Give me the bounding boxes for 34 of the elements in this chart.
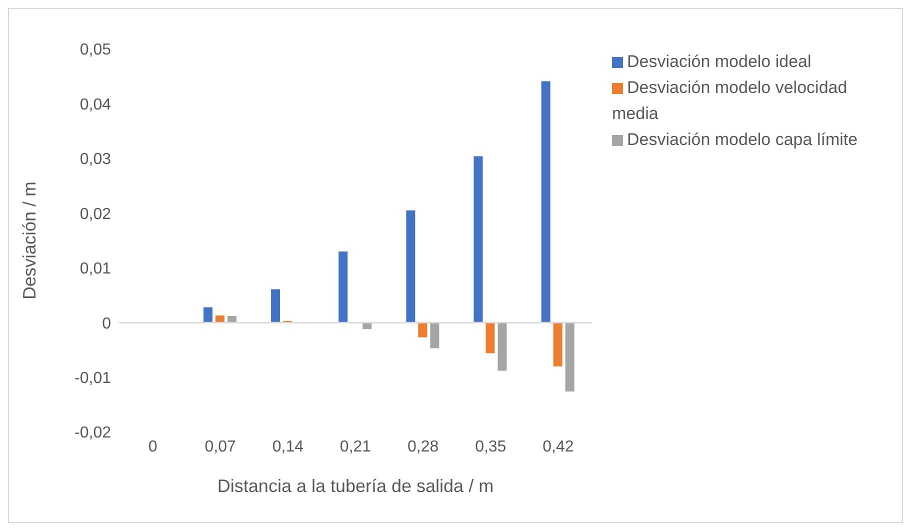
y-tick-label: 0,01 — [80, 260, 112, 278]
bar — [498, 322, 507, 371]
x-tick-label: 0,42 — [542, 438, 574, 456]
x-tick-label: 0,35 — [475, 438, 506, 456]
bar — [338, 251, 348, 323]
bar — [418, 322, 428, 338]
bar — [215, 315, 224, 323]
bar — [203, 307, 212, 323]
x-tick-label: 0,14 — [272, 438, 304, 456]
bar — [271, 289, 280, 323]
bar — [541, 81, 550, 323]
bar — [553, 322, 562, 366]
x-tick-label: 0 — [148, 438, 158, 456]
bar — [565, 322, 574, 392]
bar — [474, 156, 483, 323]
x-tick-label: 0,07 — [204, 438, 236, 456]
y-tick-label: 0 — [102, 315, 112, 332]
legend-label: Desviación modelo capa límite — [627, 130, 858, 149]
x-tick-label: 0,28 — [408, 438, 439, 456]
y-tick-label: 0,04 — [80, 96, 112, 114]
bar — [227, 316, 236, 323]
x-tick-label: 0,21 — [340, 438, 372, 456]
y-axis-title: Desviación / m — [19, 181, 40, 300]
bar — [406, 210, 416, 323]
x-axis-title: Distancia a la tubería de salida / m — [217, 476, 494, 496]
bar — [486, 322, 495, 354]
bar — [430, 322, 440, 348]
y-tick-label: 0,02 — [80, 206, 112, 223]
y-tick-label: 0,03 — [80, 151, 112, 168]
legend-label: Desviación modelo ideal — [627, 52, 812, 71]
y-tick-label: -0,02 — [74, 424, 112, 442]
legend-label: Desviación modelo velocidad media — [612, 78, 848, 123]
y-tick-label: 0,05 — [80, 42, 112, 59]
y-tick-label: -0,01 — [74, 370, 112, 387]
